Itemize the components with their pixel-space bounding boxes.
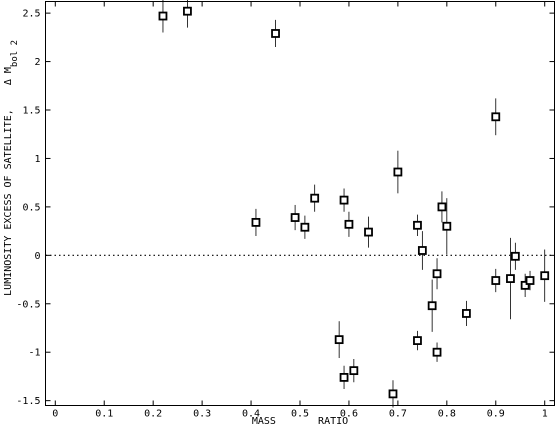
point-marker bbox=[432, 347, 442, 357]
data-point bbox=[413, 214, 422, 236]
x-axis-ticks: 0 0.1 0.2 0.3 0.4 0.5 0.6 0.7 0.8 0.9 1 bbox=[52, 1, 548, 420]
point-marker bbox=[413, 220, 422, 230]
data-point bbox=[506, 237, 515, 320]
data-point bbox=[349, 358, 359, 383]
y-tick-label: 1.5 bbox=[22, 106, 40, 117]
data-point bbox=[432, 258, 442, 290]
point-marker bbox=[417, 246, 427, 255]
data-point bbox=[388, 380, 398, 408]
point-marker bbox=[413, 336, 422, 345]
data-point bbox=[310, 184, 320, 212]
y-tick-label: 2 bbox=[34, 57, 40, 68]
y-tick-label: 2.5 bbox=[22, 9, 40, 20]
x-tick-label: 0.9 bbox=[487, 409, 505, 420]
data-point bbox=[491, 268, 501, 293]
data-point bbox=[334, 321, 344, 359]
point-marker bbox=[520, 280, 530, 290]
data-points-group bbox=[158, 0, 550, 408]
point-marker bbox=[510, 251, 520, 261]
x-tick-label: 0.3 bbox=[193, 409, 211, 420]
point-marker bbox=[437, 202, 447, 212]
x-tick-label: 0.8 bbox=[438, 409, 456, 420]
point-marker bbox=[339, 373, 349, 382]
data-point bbox=[427, 279, 437, 332]
x-tick-label: 0.1 bbox=[95, 409, 113, 420]
data-point bbox=[183, 0, 192, 28]
x-tick-label: 0.5 bbox=[291, 409, 309, 420]
x-tick-label: 0.6 bbox=[340, 409, 358, 420]
data-point bbox=[158, 0, 168, 33]
point-marker bbox=[393, 167, 403, 177]
data-point bbox=[510, 242, 520, 270]
svg-text:LUMINOSITY EXCESS OF SATELLITE: LUMINOSITY EXCESS OF SATELLITE, Δ Mbol 2 bbox=[3, 10, 20, 338]
y-axis-label-subscript: bol 2 bbox=[10, 40, 20, 67]
y-tick-label: -1 bbox=[28, 348, 40, 359]
y-tick-label: 0.5 bbox=[22, 202, 40, 213]
data-point bbox=[271, 19, 280, 48]
data-point bbox=[540, 249, 550, 302]
data-point bbox=[442, 198, 452, 255]
point-marker bbox=[158, 11, 168, 21]
point-marker bbox=[491, 112, 501, 122]
data-point bbox=[520, 273, 530, 297]
point-marker bbox=[271, 29, 280, 38]
point-marker bbox=[334, 335, 344, 345]
data-point bbox=[432, 342, 442, 362]
data-point bbox=[300, 215, 310, 239]
x-tick-label: 0 bbox=[52, 409, 58, 420]
point-marker bbox=[339, 195, 349, 205]
data-point bbox=[462, 300, 471, 327]
data-point bbox=[393, 150, 403, 194]
point-marker bbox=[364, 227, 373, 237]
point-marker bbox=[525, 276, 535, 285]
data-point bbox=[290, 204, 300, 231]
point-marker bbox=[442, 221, 452, 231]
point-marker bbox=[349, 366, 359, 376]
point-marker bbox=[540, 271, 550, 281]
data-point bbox=[491, 98, 501, 136]
data-point bbox=[344, 211, 354, 237]
plot-frame bbox=[45, 1, 555, 406]
data-point bbox=[364, 216, 373, 248]
point-marker bbox=[310, 193, 320, 203]
point-marker bbox=[462, 309, 471, 318]
point-marker bbox=[491, 276, 501, 285]
point-marker bbox=[344, 219, 354, 229]
x-tick-label: 0.2 bbox=[144, 409, 162, 420]
data-point bbox=[251, 208, 261, 236]
x-tick-label: 0.4 bbox=[242, 409, 260, 420]
point-marker bbox=[300, 222, 310, 232]
x-tick-label: 0.7 bbox=[389, 409, 407, 420]
data-point bbox=[339, 188, 349, 212]
y-axis-label-group: LUMINOSITY EXCESS OF SATELLITE, Δ Mbol 2 bbox=[3, 10, 20, 338]
y-axis-ticks: -1.5 -1 -0.5 0 0.5 1 1.5 2 2.5 bbox=[16, 9, 555, 407]
y-tick-label: 0 bbox=[34, 251, 40, 262]
data-point bbox=[437, 191, 447, 223]
data-point bbox=[525, 270, 535, 291]
point-marker bbox=[427, 301, 437, 311]
point-marker bbox=[290, 213, 300, 222]
y-axis-label: LUMINOSITY EXCESS OF SATELLITE, Δ M bbox=[3, 67, 14, 296]
y-tick-label: -0.5 bbox=[16, 299, 40, 310]
data-point bbox=[413, 330, 422, 351]
point-marker bbox=[183, 6, 192, 16]
x-tick-label: 1 bbox=[542, 409, 548, 420]
data-point bbox=[339, 365, 349, 390]
x-axis-label: MASS RATIO bbox=[252, 416, 348, 427]
point-marker bbox=[432, 269, 442, 279]
y-tick-label: -1.5 bbox=[16, 396, 40, 407]
y-tick-label: 1 bbox=[34, 154, 40, 165]
point-marker bbox=[251, 217, 261, 227]
point-marker bbox=[388, 389, 398, 399]
data-point bbox=[417, 231, 427, 270]
point-marker bbox=[506, 274, 515, 283]
